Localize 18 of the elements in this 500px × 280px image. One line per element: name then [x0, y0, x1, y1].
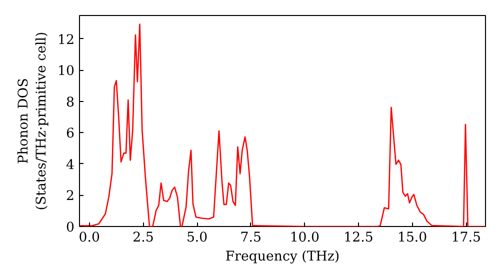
- x-axis-title: Frequency (THz): [225, 250, 340, 264]
- x-tick-label: 10.0: [290, 230, 320, 246]
- x-tick-label: 2.5: [132, 230, 154, 246]
- x-tick-label: 17.5: [451, 230, 481, 246]
- y-tick-label: 8: [66, 95, 75, 110]
- x-tick-label: 15.0: [397, 230, 428, 246]
- x-tick-label: 0.0: [78, 230, 100, 246]
- y-axis-title: Phonon DOS (States/THz·primitive cell): [16, 32, 50, 210]
- y-tick-label: 4: [66, 158, 75, 173]
- x-tick-label: 5.0: [186, 230, 208, 246]
- line-series: [80, 24, 486, 226]
- x-tick-label: 7.5: [240, 230, 262, 246]
- y-tick-label: 10: [58, 64, 75, 80]
- y-tick-label: 0: [66, 220, 75, 236]
- y-tick-label: 6: [66, 126, 75, 142]
- y-tick-label: 12: [58, 32, 75, 48]
- y-tick-label: 2: [66, 189, 75, 204]
- x-tick-label: 12.5: [344, 230, 374, 246]
